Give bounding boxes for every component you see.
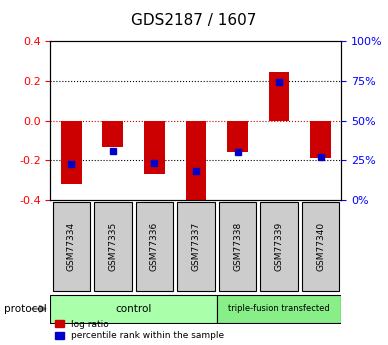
Text: GSM77336: GSM77336 xyxy=(150,222,159,271)
FancyBboxPatch shape xyxy=(52,202,90,292)
Bar xyxy=(185,121,206,206)
Legend: log ratio, percentile rank within the sample: log ratio, percentile rank within the sa… xyxy=(55,320,224,341)
Bar xyxy=(310,121,331,158)
FancyBboxPatch shape xyxy=(302,202,340,292)
FancyBboxPatch shape xyxy=(50,295,217,323)
FancyBboxPatch shape xyxy=(219,202,256,292)
Text: protocol: protocol xyxy=(4,304,47,314)
Bar xyxy=(61,121,81,184)
Text: triple-fusion transfected: triple-fusion transfected xyxy=(228,304,330,313)
Text: GSM77339: GSM77339 xyxy=(275,222,284,271)
Text: GSM77334: GSM77334 xyxy=(67,222,76,271)
Text: GDS2187 / 1607: GDS2187 / 1607 xyxy=(131,13,257,28)
FancyBboxPatch shape xyxy=(217,295,341,323)
FancyBboxPatch shape xyxy=(260,202,298,292)
Text: GSM77335: GSM77335 xyxy=(108,222,117,271)
Bar xyxy=(144,121,165,174)
FancyBboxPatch shape xyxy=(94,202,132,292)
FancyBboxPatch shape xyxy=(177,202,215,292)
Text: control: control xyxy=(115,304,152,314)
Text: GSM77337: GSM77337 xyxy=(191,222,201,271)
Bar xyxy=(102,121,123,147)
Text: GSM77338: GSM77338 xyxy=(233,222,242,271)
Text: GSM77340: GSM77340 xyxy=(316,222,325,271)
Bar xyxy=(268,72,289,121)
Bar xyxy=(227,121,248,152)
FancyBboxPatch shape xyxy=(136,202,173,292)
